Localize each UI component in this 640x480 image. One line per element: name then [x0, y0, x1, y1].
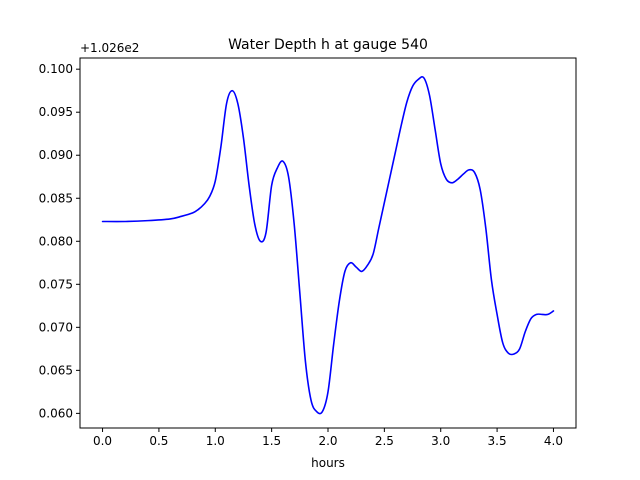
y-tick-label: 0.085 — [39, 191, 73, 205]
y-tick-label: 0.060 — [39, 406, 73, 420]
x-tick-label: 0.0 — [93, 434, 112, 448]
x-tick-label: 0.5 — [149, 434, 168, 448]
y-tick-label: 0.080 — [39, 234, 73, 248]
y-tick-label: 0.090 — [39, 148, 73, 162]
y-tick-label: 0.070 — [39, 320, 73, 334]
x-tick-label: 1.5 — [262, 434, 281, 448]
y-tick-label: 0.100 — [39, 62, 73, 76]
x-tick-label: 1.0 — [206, 434, 225, 448]
y-axis-offset-label: +1.026e2 — [80, 41, 139, 55]
x-tick-label: 4.0 — [544, 434, 563, 448]
x-tick-label: 2.5 — [375, 434, 394, 448]
series-line — [101, 75, 555, 415]
y-axis: 0.060 0.065 0.070 0.075 0.080 0.085 0.090 0.095… — [39, 62, 80, 420]
x-axis-title: hours — [311, 456, 345, 470]
y-tick-label: 0.065 — [39, 363, 73, 377]
x-tick-label: 3.0 — [431, 434, 450, 448]
x-axis: 0.0 0.5 1.0 1.5 2.0 2.5 3.0 3.5 4.0 — [93, 428, 563, 448]
x-tick-label: 3.5 — [488, 434, 507, 448]
plot-area — [101, 75, 555, 415]
y-tick-label: 0.095 — [39, 105, 73, 119]
y-tick-label: 0.075 — [39, 277, 73, 291]
x-tick-label: 2.0 — [318, 434, 337, 448]
chart-title: Water Depth h at gauge 540 — [228, 37, 428, 53]
